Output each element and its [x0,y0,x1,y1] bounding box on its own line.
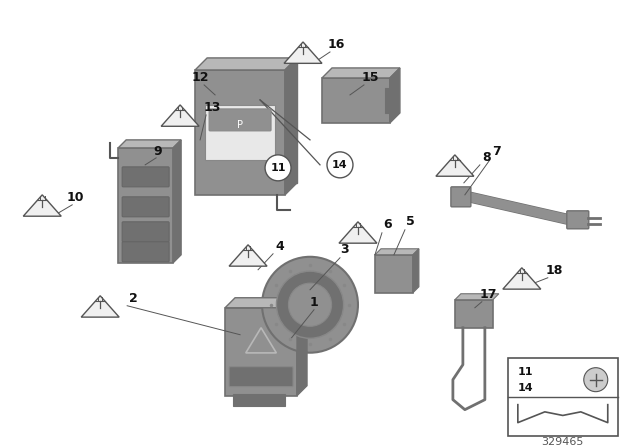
Polygon shape [173,140,181,263]
Text: 1: 1 [310,296,318,309]
Text: 12: 12 [191,71,209,84]
Text: 14: 14 [518,383,534,392]
Circle shape [265,155,291,181]
Text: 7: 7 [492,145,501,159]
Text: 3: 3 [340,243,349,256]
FancyBboxPatch shape [385,88,393,113]
Polygon shape [285,58,297,195]
Text: 17: 17 [479,288,497,301]
Polygon shape [297,298,307,396]
FancyBboxPatch shape [225,308,297,396]
Text: 6: 6 [383,218,392,231]
Text: 11: 11 [518,366,533,377]
Polygon shape [195,58,297,70]
Bar [508,358,618,435]
Text: 15: 15 [361,71,379,84]
Text: 14: 14 [332,160,348,170]
Text: 329465: 329465 [541,437,584,447]
Text: 8: 8 [483,151,491,164]
FancyBboxPatch shape [122,197,169,217]
Text: 11: 11 [270,163,286,173]
Polygon shape [455,294,499,300]
Polygon shape [225,298,307,308]
FancyBboxPatch shape [205,105,275,160]
FancyBboxPatch shape [209,109,271,131]
Polygon shape [81,296,119,317]
Polygon shape [413,249,419,293]
Polygon shape [503,268,541,289]
Text: 2: 2 [129,292,138,305]
FancyBboxPatch shape [451,187,471,207]
Text: 18: 18 [545,264,563,277]
Polygon shape [284,42,322,63]
Polygon shape [390,68,400,123]
Text: P: P [237,120,243,130]
Polygon shape [229,245,267,266]
FancyBboxPatch shape [122,167,169,187]
Polygon shape [23,195,61,216]
Polygon shape [161,105,199,126]
Polygon shape [118,140,181,148]
Text: 13: 13 [204,101,221,114]
Polygon shape [436,155,474,176]
Polygon shape [375,249,419,255]
Text: 4: 4 [276,240,284,253]
FancyBboxPatch shape [229,367,293,387]
Circle shape [584,368,608,392]
Circle shape [327,152,353,178]
FancyBboxPatch shape [233,394,285,405]
FancyBboxPatch shape [322,78,390,123]
FancyBboxPatch shape [122,222,169,242]
Text: 5: 5 [406,215,414,228]
FancyBboxPatch shape [207,58,297,183]
FancyBboxPatch shape [118,148,173,263]
Text: 16: 16 [327,39,345,52]
Polygon shape [322,68,400,78]
FancyBboxPatch shape [122,242,169,262]
Circle shape [289,283,332,326]
Circle shape [276,271,344,338]
Polygon shape [339,222,377,243]
FancyBboxPatch shape [195,70,285,195]
FancyBboxPatch shape [455,300,493,328]
FancyBboxPatch shape [567,211,589,229]
Text: 10: 10 [67,191,84,204]
Text: 9: 9 [154,145,163,159]
FancyBboxPatch shape [375,255,413,293]
Circle shape [262,257,358,353]
